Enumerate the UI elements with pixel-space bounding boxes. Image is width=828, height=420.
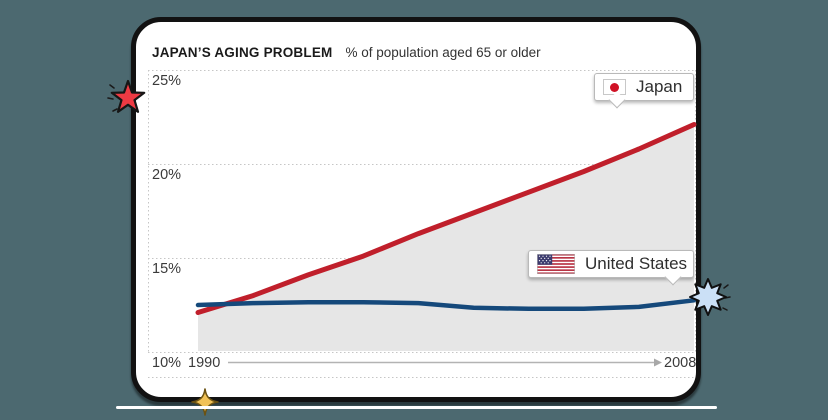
ytick-25: 25% (152, 73, 182, 89)
chart-title: JAPAN’S AGING PROBLEM (152, 45, 333, 60)
ytick-15: 15% (152, 261, 182, 277)
us-flag-icon (537, 254, 575, 274)
chart-subtitle: % of population aged 65 or older (345, 45, 541, 60)
xlabel-1990: 1990 (188, 355, 221, 371)
card-underline (116, 406, 717, 409)
japan-legend-callout: Japan (594, 73, 694, 109)
xlabel-2008: 2008 (664, 355, 697, 371)
us-legend-callout: United States (528, 250, 694, 286)
ytick-10: 10% (152, 355, 182, 371)
japan-legend-label: Japan (636, 77, 683, 96)
chart-header: JAPAN’S AGING PROBLEM % of population ag… (152, 45, 541, 60)
us-legend-label: United States (585, 254, 688, 273)
ytick-20: 20% (152, 167, 182, 183)
